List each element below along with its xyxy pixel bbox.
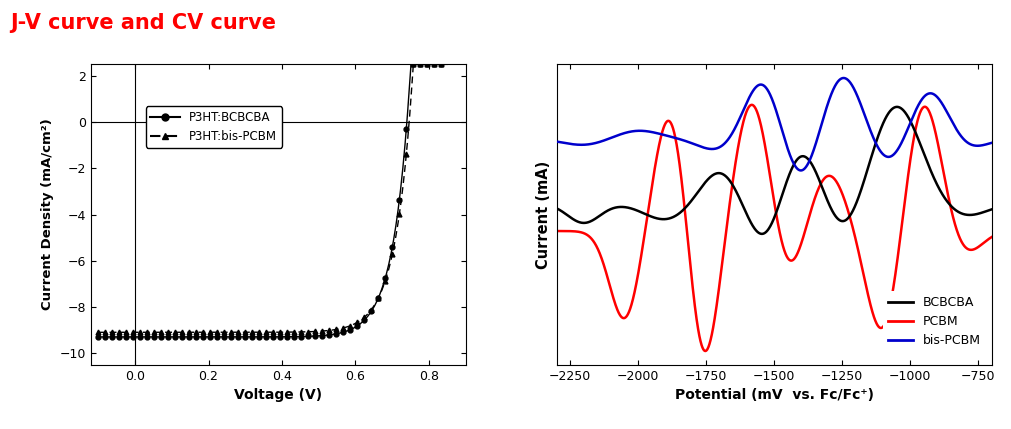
Text: J-V curve and CV curve: J-V curve and CV curve [10, 13, 276, 33]
Legend: BCBCBA, PCBM, bis-PCBM: BCBCBA, PCBM, bis-PCBM [882, 291, 985, 352]
Y-axis label: Current (mA): Current (mA) [536, 160, 551, 269]
Legend: P3HT:BCBCBA, P3HT:bis-PCBM: P3HT:BCBCBA, P3HT:bis-PCBM [146, 106, 282, 148]
Y-axis label: Current Density (mA/cm²): Current Density (mA/cm²) [41, 119, 55, 310]
X-axis label: Potential (mV  vs. Fc/Fc⁺): Potential (mV vs. Fc/Fc⁺) [674, 388, 872, 402]
X-axis label: Voltage (V): Voltage (V) [234, 388, 323, 402]
